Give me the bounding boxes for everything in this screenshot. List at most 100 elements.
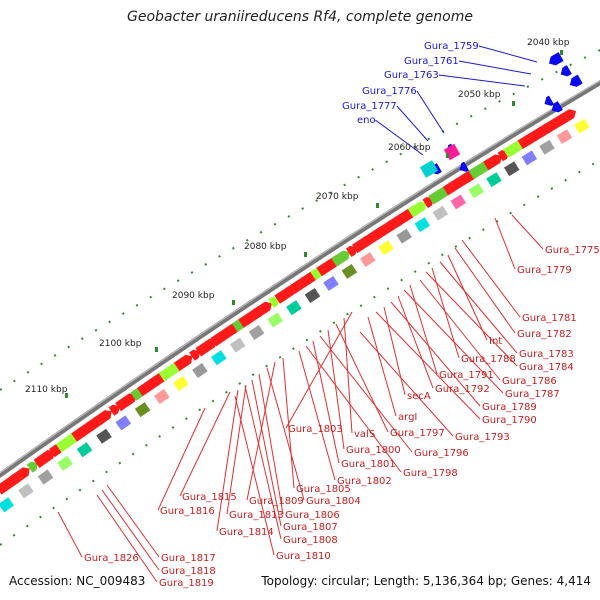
gene-label-inner[interactable]: Gura_1791 xyxy=(439,370,494,381)
gene-label-inner[interactable]: Gura_1802 xyxy=(337,476,392,487)
gene-label-outer[interactable]: Gura_1776 xyxy=(362,86,417,97)
gene-label-inner[interactable]: Gura_1796 xyxy=(414,448,469,459)
leader-line xyxy=(390,301,481,407)
gene-feature-inner xyxy=(574,118,590,134)
kbp-tick-label: 2050 kbp xyxy=(458,90,501,100)
gene-label-inner[interactable]: Gura_1775 xyxy=(545,245,600,256)
gene-feature xyxy=(503,140,525,158)
leader-line xyxy=(454,247,516,334)
gene-feature-inner xyxy=(192,363,208,379)
gene-feature-inner xyxy=(57,455,73,471)
gene-feature-inner xyxy=(134,402,151,418)
leader-line xyxy=(367,316,397,417)
gene-feature-inner xyxy=(267,312,284,328)
kbp-tick-label: 2110 kbp xyxy=(25,385,68,395)
gene-feature-outer xyxy=(548,52,564,66)
kbp-tick-mark xyxy=(65,393,68,398)
kbp-tick-mark xyxy=(560,50,563,55)
leader-line xyxy=(234,395,275,556)
gene-label-inner[interactable]: Gura_1797 xyxy=(390,428,445,439)
genome-summary-text: Topology: circular; Length: 5,136,364 bp… xyxy=(261,574,591,588)
gene-feature-inner xyxy=(539,139,555,155)
gene-label-outer[interactable]: eno xyxy=(357,115,376,126)
gene-feature-inner xyxy=(115,415,132,431)
gene-label-inner[interactable]: Gura_1786 xyxy=(502,376,557,387)
gene-feature-inner xyxy=(173,375,189,391)
gene-feature-inner xyxy=(396,228,412,244)
gene-label-inner[interactable]: Gura_1813 xyxy=(229,510,284,521)
gene-label-inner[interactable]: valS xyxy=(354,429,375,440)
gene-label-inner[interactable]: Gura_1826 xyxy=(84,553,139,564)
gene-label-inner[interactable]: Gura_1808 xyxy=(283,535,338,546)
leader-line xyxy=(305,345,402,473)
gene-label-inner[interactable]: Gura_1816 xyxy=(160,506,215,517)
gene-label-inner[interactable]: Gura_1805 xyxy=(296,484,351,495)
gene-label-inner[interactable]: Gura_1815 xyxy=(182,492,237,503)
gene-label-inner[interactable]: Gura_1784 xyxy=(519,362,574,373)
gene-feature xyxy=(173,354,193,372)
gene-label-inner[interactable]: Gura_1810 xyxy=(276,551,331,562)
gene-feature-inner xyxy=(96,428,112,444)
gene-label-inner[interactable]: Gura_1779 xyxy=(517,265,572,276)
gene-feature xyxy=(407,201,427,218)
gene-label-inner[interactable]: Gura_1819 xyxy=(159,578,214,589)
gene-label-inner[interactable]: Gura_1788 xyxy=(461,354,516,365)
gene-label-inner[interactable]: Gura_1789 xyxy=(482,402,537,413)
gene-feature xyxy=(428,186,450,205)
gene-label-inner[interactable]: Gura_1818 xyxy=(161,566,216,577)
gene-label-inner[interactable]: Gura_1782 xyxy=(517,329,572,340)
gene-label-inner[interactable]: Gura_1817 xyxy=(161,553,216,564)
gene-label-inner[interactable]: Gura_1804 xyxy=(306,496,361,507)
gene-label-inner[interactable]: Gura_1783 xyxy=(519,349,574,360)
gene-label-inner[interactable]: Gura_1801 xyxy=(341,459,396,470)
leader-line xyxy=(246,361,276,501)
gene-label-inner[interactable]: Gura_1798 xyxy=(403,468,458,479)
leader-line xyxy=(101,489,160,571)
gene-label-inner[interactable]: Gura_1781 xyxy=(522,313,577,324)
gene-feature xyxy=(115,393,137,412)
genome-backbone xyxy=(0,79,600,478)
gene-label-inner[interactable]: Int xyxy=(489,336,502,347)
gene-feature xyxy=(274,286,296,304)
gene-label-inner[interactable]: Gura_1790 xyxy=(482,415,537,426)
gene-feature xyxy=(33,450,55,468)
gene-label-outer[interactable]: Gura_1759 xyxy=(424,41,479,52)
gene-label-outer[interactable]: Gura_1777 xyxy=(342,101,397,112)
gene-label-inner[interactable]: Gura_1806 xyxy=(285,510,340,521)
gene-label-inner[interactable]: secA xyxy=(407,391,431,402)
leader-line xyxy=(298,350,336,481)
gene-label-inner[interactable]: Gura_1803 xyxy=(288,424,343,435)
gene-label-inner[interactable]: Gura_1807 xyxy=(283,522,338,533)
leader-line xyxy=(419,279,501,381)
leader-line xyxy=(409,284,438,375)
gene-label-inner[interactable]: Gura_1800 xyxy=(346,445,401,456)
gene-label-inner[interactable]: Gura_1814 xyxy=(219,527,274,538)
gene-feature-inner xyxy=(468,183,484,199)
kbp-tick-mark xyxy=(512,101,515,106)
gene-feature-inner xyxy=(211,350,227,366)
leader-line xyxy=(179,391,231,497)
leader-line xyxy=(319,335,413,453)
leader-line xyxy=(216,389,239,532)
kbp-tick-label: 2080 kbp xyxy=(244,242,287,252)
gene-feature-inner xyxy=(414,217,431,233)
leader-line xyxy=(375,119,424,156)
map-title: Geobacter uraniireducens Rf4, complete g… xyxy=(127,9,473,25)
leader-line xyxy=(403,289,504,394)
kbp-tick-label: 2100 kbp xyxy=(99,339,142,349)
leader-line xyxy=(438,74,526,87)
leader-line xyxy=(478,45,538,63)
gene-label-outer[interactable]: Gura_1761 xyxy=(404,56,459,67)
gene-feature xyxy=(483,154,502,171)
gene-feature-inner xyxy=(341,263,358,279)
gene-label-inner[interactable]: Gura_1787 xyxy=(505,389,560,400)
kbp-tick-label: 2090 kbp xyxy=(172,291,215,301)
gene-label-inner[interactable]: argI xyxy=(398,412,417,423)
gene-label-inner[interactable]: Gura_1793 xyxy=(455,432,510,443)
gene-label-outer[interactable]: Gura_1763 xyxy=(384,70,439,81)
leader-line xyxy=(359,331,454,437)
gene-feature-outer xyxy=(560,65,572,77)
gene-label-inner[interactable]: Gura_1809 xyxy=(249,496,304,507)
gene-label-inner[interactable]: Gura_1792 xyxy=(435,384,490,395)
kbp-tick-label: 2070 kbp xyxy=(316,192,359,202)
